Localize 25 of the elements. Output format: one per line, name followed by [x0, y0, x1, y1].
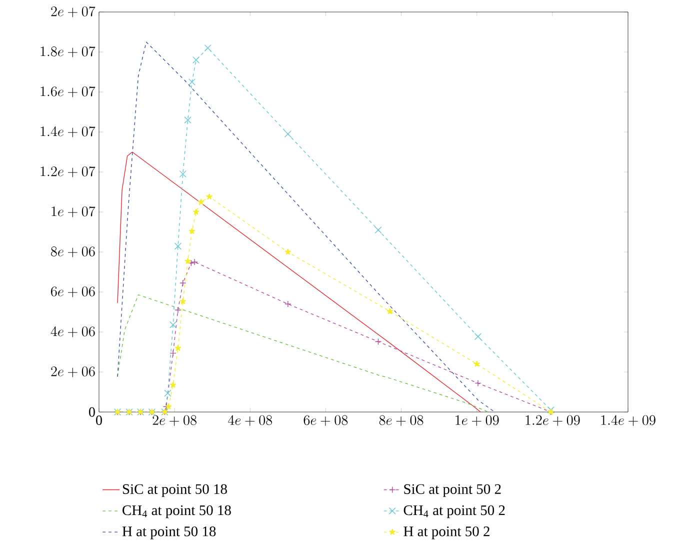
- x-tick-label: $8e+08$: [379, 415, 424, 426]
- x-tick-label: $1.4e+09$: [601, 415, 656, 426]
- x-tick-label: $1.2e+09$: [526, 415, 580, 426]
- y-tick-label: $2e+06$: [51, 366, 95, 378]
- y-tick-label: $4e+06$: [50, 326, 95, 338]
- y-tick-label: $1.8e+07$: [40, 46, 96, 58]
- x-tick-label: $2e+08$: [152, 415, 196, 426]
- y-tick-label: $8e+06$: [51, 246, 95, 258]
- y-tick-label: $1.2e+07$: [40, 166, 96, 178]
- legend-label: SiC at point 50 18: [122, 484, 227, 497]
- legend-label: H at point 50 18: [122, 526, 216, 540]
- y-tick-label: $2e+07$: [51, 6, 96, 18]
- y-tick-label: 0: [89, 407, 95, 417]
- x-tick-label: $6e+08$: [304, 415, 348, 426]
- y-tick-label: $1e+07$: [52, 206, 96, 218]
- y-tick-label: $1.4e+07$: [40, 126, 96, 138]
- y-tick-label: $1.6e+07$: [40, 86, 96, 98]
- legend-label: CH$_{4}$ at point 50 2: [404, 505, 505, 518]
- legend-label: CH$_{4}$ at point 50 18: [122, 505, 231, 518]
- x-tick-label: $1e+09$: [456, 415, 499, 426]
- y-tick-label: $6e+06$: [51, 286, 95, 298]
- x-tick-label: 0: [96, 416, 102, 425]
- legend-label: H at point 50 2: [404, 526, 490, 540]
- legend-label: SiC at point 50 2: [404, 484, 501, 497]
- x-tick-label: $4e+08$: [228, 415, 272, 426]
